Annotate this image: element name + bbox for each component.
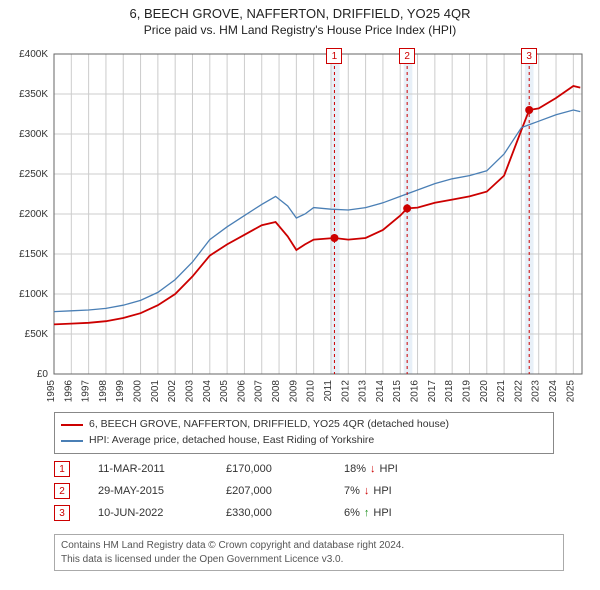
y-tick-label: £200K <box>19 209 48 220</box>
x-tick-label: 2002 <box>167 380 178 403</box>
chart-area: £0 £50K £100K £150K £200K £250K £300K £350K £400… <box>0 44 600 404</box>
y-tick-label: £350K <box>19 89 48 100</box>
title-subtitle: Price paid vs. HM Land Registry's House … <box>0 23 600 37</box>
marker-price: £330,000 <box>226 507 316 519</box>
delta-vs: HPI <box>380 463 398 475</box>
x-tick-label: 2009 <box>288 380 299 403</box>
x-tick-label: 2023 <box>531 380 542 403</box>
sale-dot <box>330 234 338 242</box>
top-marker-badge: 3 <box>521 48 537 64</box>
sale-dot <box>403 204 411 212</box>
arrow-down-icon: ↓ <box>370 463 376 475</box>
x-tick-label: 1996 <box>63 380 74 403</box>
attribution-box: Contains HM Land Registry data © Crown c… <box>54 534 564 571</box>
x-tick-label: 2020 <box>479 380 490 403</box>
delta-pct: 18% <box>344 463 366 475</box>
delta-pct: 7% <box>344 485 360 497</box>
legend-swatch <box>61 424 83 426</box>
attribution-line: This data is licensed under the Open Gov… <box>61 553 557 567</box>
y-tick-label: £300K <box>19 129 48 140</box>
x-tick-label: 1998 <box>98 380 109 403</box>
legend-swatch <box>61 440 83 442</box>
legend-label: 6, BEECH GROVE, NAFFERTON, DRIFFIELD, YO… <box>89 417 449 433</box>
x-tick-label: 2024 <box>548 380 559 403</box>
x-tick-label: 2015 <box>392 380 403 403</box>
y-tick-label: £100K <box>19 289 48 300</box>
x-tick-label: 2021 <box>496 380 507 403</box>
x-tick-label: 2001 <box>150 380 161 403</box>
legend-row: 6, BEECH GROVE, NAFFERTON, DRIFFIELD, YO… <box>61 417 547 433</box>
marker-badge: 3 <box>54 505 70 521</box>
delta-pct: 6% <box>344 507 360 519</box>
arrow-down-icon: ↓ <box>364 485 370 497</box>
title-block: 6, BEECH GROVE, NAFFERTON, DRIFFIELD, YO… <box>0 0 600 37</box>
x-tick-label: 2019 <box>461 380 472 403</box>
x-tick-label: 2025 <box>565 380 576 403</box>
top-marker-badge: 1 <box>326 48 342 64</box>
title-address: 6, BEECH GROVE, NAFFERTON, DRIFFIELD, YO… <box>0 6 600 21</box>
x-tick-label: 2010 <box>306 380 317 403</box>
y-tick-label: £400K <box>19 49 48 60</box>
x-tick-label: 1997 <box>81 380 92 403</box>
markers-table: 1 11-MAR-2011 £170,000 18% ↓ HPI 2 29-MA… <box>54 458 554 524</box>
chart-svg: £0 £50K £100K £150K £200K £250K £300K £350K £400… <box>0 44 600 404</box>
x-tick-label: 2011 <box>323 380 334 402</box>
x-tick-label: 2017 <box>427 380 438 403</box>
marker-badge: 2 <box>54 483 70 499</box>
x-tick-label: 1999 <box>115 380 126 403</box>
x-tick-label: 2000 <box>133 380 144 403</box>
y-tick-label: £150K <box>19 249 48 260</box>
x-tick-label: 2014 <box>375 380 386 403</box>
x-tick-label: 1995 <box>46 380 57 403</box>
x-tick-label: 2013 <box>358 380 369 403</box>
x-tick-label: 2005 <box>219 380 230 403</box>
x-tick-label: 2016 <box>410 380 421 403</box>
top-marker-badge: 2 <box>399 48 415 64</box>
y-tick-label: £0 <box>37 369 49 380</box>
chart-container: 6, BEECH GROVE, NAFFERTON, DRIFFIELD, YO… <box>0 0 600 590</box>
marker-date: 29-MAY-2015 <box>98 485 198 497</box>
legend-label: HPI: Average price, detached house, East… <box>89 433 374 449</box>
marker-row: 1 11-MAR-2011 £170,000 18% ↓ HPI <box>54 458 554 480</box>
y-tick-label: £250K <box>19 169 48 180</box>
marker-price: £207,000 <box>226 485 316 497</box>
arrow-up-icon: ↑ <box>364 507 370 519</box>
marker-row: 3 10-JUN-2022 £330,000 6% ↑ HPI <box>54 502 554 524</box>
y-tick-label: £50K <box>25 329 49 340</box>
x-tick-label: 2012 <box>340 380 351 403</box>
series-hpi <box>54 110 580 312</box>
x-tick-label: 2018 <box>444 380 455 403</box>
delta-vs: HPI <box>373 507 391 519</box>
marker-date: 11-MAR-2011 <box>98 463 198 475</box>
series-property <box>54 86 580 324</box>
marker-delta: 7% ↓ HPI <box>344 485 434 497</box>
marker-price: £170,000 <box>226 463 316 475</box>
marker-row: 2 29-MAY-2015 £207,000 7% ↓ HPI <box>54 480 554 502</box>
marker-badge: 1 <box>54 461 70 477</box>
x-tick-label: 2004 <box>202 380 213 403</box>
x-tick-label: 2006 <box>236 380 247 403</box>
x-tick-label: 2007 <box>254 380 265 403</box>
attribution-line: Contains HM Land Registry data © Crown c… <box>61 539 557 553</box>
marker-delta: 18% ↓ HPI <box>344 463 434 475</box>
x-tick-label: 2022 <box>513 380 524 403</box>
legend-row: HPI: Average price, detached house, East… <box>61 433 547 449</box>
marker-date: 10-JUN-2022 <box>98 507 198 519</box>
legend: 6, BEECH GROVE, NAFFERTON, DRIFFIELD, YO… <box>54 412 554 454</box>
delta-vs: HPI <box>373 485 391 497</box>
x-tick-label: 2008 <box>271 380 282 403</box>
marker-delta: 6% ↑ HPI <box>344 507 434 519</box>
sale-dot <box>525 106 533 114</box>
x-tick-label: 2003 <box>184 380 195 403</box>
